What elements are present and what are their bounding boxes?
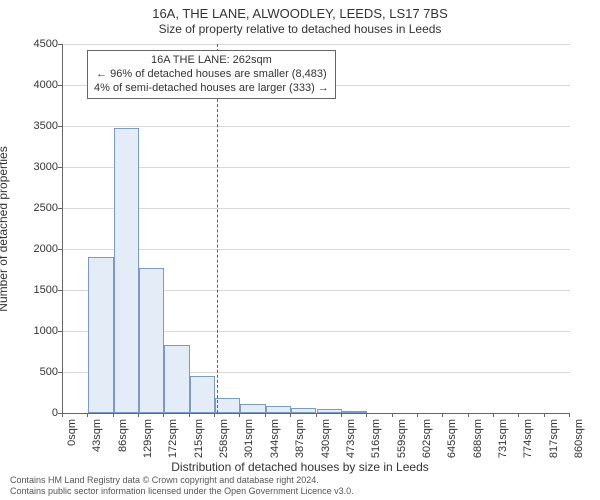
histogram-bar [240, 404, 265, 413]
x-tick-label: 774sqm [522, 419, 534, 458]
x-tick-label: 301sqm [243, 419, 255, 458]
y-tick-label: 0 [18, 407, 58, 419]
y-tick-label: 3000 [18, 161, 58, 173]
histogram-bar [317, 409, 342, 413]
x-tick-label: 387sqm [294, 419, 306, 458]
x-tick-label: 129sqm [142, 419, 154, 458]
histogram-bar [139, 268, 164, 413]
x-tick-label: 86sqm [117, 419, 129, 452]
x-tick-label: 817sqm [548, 419, 560, 458]
x-tick-label: 344sqm [269, 419, 281, 458]
y-tick-label: 1500 [18, 284, 58, 296]
footer-line-2: Contains public sector information licen… [10, 486, 354, 496]
x-tick-label: 258sqm [218, 419, 230, 458]
y-tick-label: 3500 [18, 120, 58, 132]
x-tick-label: 731sqm [497, 419, 509, 458]
chart-subtitle: Size of property relative to detached ho… [0, 22, 600, 36]
gridline [63, 167, 570, 168]
x-tick-label: 215sqm [193, 419, 205, 458]
chart-title: 16A, THE LANE, ALWOODLEY, LEEDS, LS17 7B… [0, 6, 600, 21]
y-tick-label: 500 [18, 366, 58, 378]
gridline [63, 208, 570, 209]
x-tick-label: 172sqm [167, 419, 179, 458]
footer-attribution: Contains HM Land Registry data © Crown c… [10, 475, 354, 496]
x-tick-label: 559sqm [396, 419, 408, 458]
footer-line-1: Contains HM Land Registry data © Crown c… [10, 475, 354, 485]
histogram-bar [190, 376, 215, 413]
annotation-line-3: 4% of semi-detached houses are larger (3… [94, 82, 329, 96]
histogram-bar [291, 408, 316, 413]
plot-area: 16A THE LANE: 262sqm ← 96% of detached h… [62, 44, 570, 414]
x-tick-label: 860sqm [573, 419, 585, 458]
gridline [63, 44, 570, 45]
histogram-bar [164, 345, 189, 413]
y-tick-label: 4500 [18, 38, 58, 50]
x-tick-label: 602sqm [421, 419, 433, 458]
x-axis-label: Distribution of detached houses by size … [0, 460, 600, 474]
histogram-bar [215, 398, 240, 413]
y-tick-label: 4000 [18, 79, 58, 91]
x-tick-label: 473sqm [345, 419, 357, 458]
annotation-line-2: ← 96% of detached houses are smaller (8,… [94, 68, 329, 82]
gridline [63, 249, 570, 250]
x-tick-label: 430sqm [320, 419, 332, 458]
x-tick-label: 688sqm [472, 419, 484, 458]
x-tick-label: 516sqm [370, 419, 382, 458]
x-tick-label: 43sqm [91, 419, 103, 452]
x-tick-label: 0sqm [66, 419, 78, 446]
histogram-bar [114, 128, 139, 413]
histogram-bar [88, 257, 113, 413]
y-tick-label: 2000 [18, 243, 58, 255]
y-axis-label: Number of detached properties [0, 146, 10, 311]
annotation-line-1: 16A THE LANE: 262sqm [94, 54, 329, 68]
histogram-bar [342, 411, 367, 413]
chart-container: 16A, THE LANE, ALWOODLEY, LEEDS, LS17 7B… [0, 0, 600, 500]
property-marker-line [217, 44, 218, 413]
gridline [63, 126, 570, 127]
x-tick-label: 645sqm [446, 419, 458, 458]
histogram-bar [266, 406, 291, 413]
y-tick-label: 2500 [18, 202, 58, 214]
annotation-box: 16A THE LANE: 262sqm ← 96% of detached h… [87, 50, 336, 99]
y-tick-label: 1000 [18, 325, 58, 337]
